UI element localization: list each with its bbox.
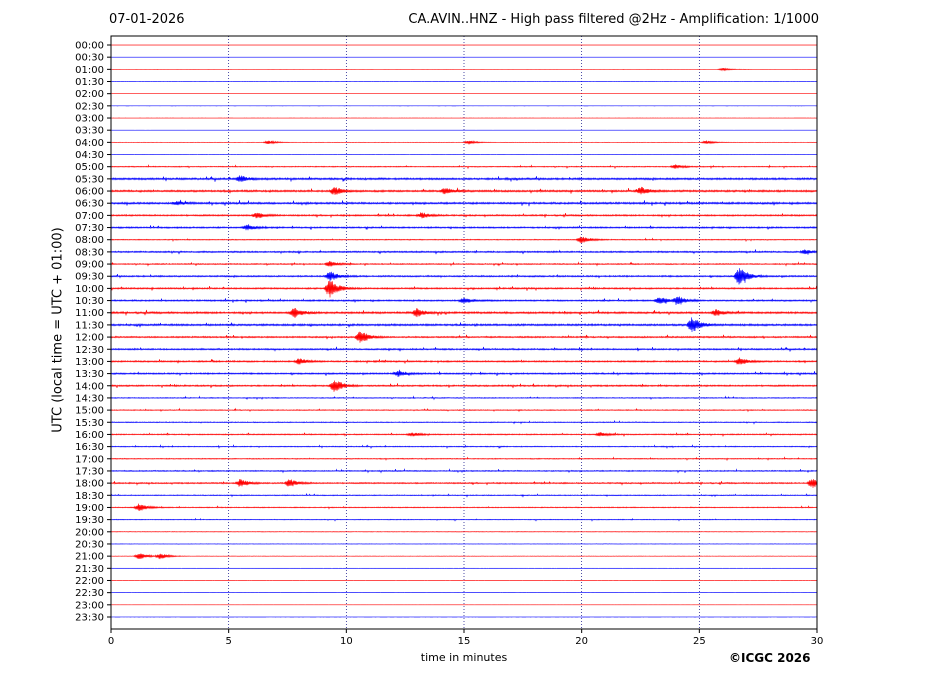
trace-0500 [110,164,818,170]
y-tick-label: 12:30 [75,345,104,356]
y-tick-label: 09:30 [75,272,104,283]
y-tick-label: 16:30 [75,442,104,453]
trace-1400 [110,380,818,392]
trace-1900 [110,503,818,511]
trace-lines [110,44,818,618]
y-tick-label: 01:30 [75,77,104,88]
y-tick-label: 09:00 [75,260,104,271]
x-tick-label: 25 [693,636,706,647]
y-tick-label: 22:00 [75,576,104,587]
plot-frame [110,35,818,630]
y-tick-label: 13:00 [75,357,104,368]
y-tick-label: 03:00 [75,114,104,125]
y-tick-label: 15:30 [75,418,104,429]
trace-1530 [110,419,818,425]
trace-1500 [110,407,818,413]
y-tick-label: 02:30 [75,101,104,112]
y-tick-label: 20:30 [75,539,104,550]
x-tick-labels: 0 5 10 15 20 25 30 [108,629,824,647]
grid-lines [228,36,700,629]
y-tick-label: 14:30 [75,393,104,404]
trace-1230 [110,346,818,352]
y-tick-label: 10:30 [75,296,104,307]
x-tick-label: 15 [458,636,471,647]
trace-2000 [110,531,818,533]
y-tick-label: 11:30 [75,320,104,331]
trace-0600 [110,186,818,195]
trace-0400 [110,140,818,145]
trace-1100 [110,307,818,319]
y-tick-label: 21:30 [75,564,104,575]
trace-1700 [110,456,818,462]
y-tick-label: 02:00 [75,89,104,100]
y-tick-label: 14:00 [75,381,104,392]
date-label: 07-01-2026 [109,12,185,27]
trace-1330 [110,369,818,378]
trace-1730 [110,468,818,474]
y-tick-label: 19:30 [75,515,104,526]
y-tick-label: 19:00 [75,503,104,514]
trace-1630 [110,444,818,450]
x-axis-label: time in minutes [420,651,508,664]
y-tick-label: 21:00 [75,552,104,563]
x-tick-label: 0 [108,636,114,647]
y-tick-label: 15:00 [75,406,104,417]
trace-0800 [110,236,818,244]
y-tick-label: 17:30 [75,466,104,477]
y-tick-label: 08:30 [75,247,104,258]
y-tick-label: 10:00 [75,284,104,295]
trace-0100 [110,67,818,72]
y-tick-label: 06:30 [75,199,104,210]
y-tick-label: 07:30 [75,223,104,234]
trace-1600 [110,431,818,438]
y-tick-label: 23:00 [75,600,104,611]
y-tick-label: 06:00 [75,187,104,198]
y-tick-label: 04:30 [75,150,104,161]
trace-1030 [110,296,818,305]
y-tick-label: 22:30 [75,588,104,599]
copyright-label: ©ICGC 2026 [729,651,811,665]
y-tick-label: 17:00 [75,454,104,465]
y-tick-label: 18:30 [75,491,104,502]
trace-1930 [110,517,818,522]
trace-2100 [110,553,818,560]
trace-0630 [110,199,818,207]
trace-1800 [110,479,818,488]
y-tick-label: 23:30 [75,612,104,623]
y-tick-label: 00:30 [75,53,104,64]
chart-title: CA.AVIN..HNZ - High pass filtered @2Hz -… [408,12,819,27]
trace-0730 [110,224,818,231]
y-tick-label: 16:00 [75,430,104,441]
trace-1300 [110,357,818,365]
trace-0830 [110,249,818,255]
y-tick-label: 03:30 [75,126,104,137]
y-tick-label: 11:00 [75,308,104,319]
trace-1200 [110,331,818,343]
trace-0930 [110,268,818,285]
trace-0900 [110,260,818,267]
x-tick-label: 20 [575,636,588,647]
y-tick-label: 12:00 [75,333,104,344]
y-tick-label: 18:00 [75,479,104,490]
trace-1130 [110,317,818,333]
x-tick-label: 30 [811,636,824,647]
x-tick-label: 10 [340,636,353,647]
trace-0700 [110,212,818,219]
y-tick-label: 04:00 [75,138,104,149]
trace-1430 [110,395,818,401]
y-tick-label: 05:00 [75,162,104,173]
x-tick-label: 5 [225,636,231,647]
y-tick-label: 05:30 [75,174,104,185]
y-tick-label: 01:00 [75,65,104,76]
y-tick-label: 20:00 [75,527,104,538]
y-tick-label: 00:00 [75,41,104,52]
y-tick-label: 08:00 [75,235,104,246]
trace-0530 [110,175,818,182]
y-tick-label: 07:00 [75,211,104,222]
y-tick-label: 13:30 [75,369,104,380]
trace-1830 [110,492,818,498]
trace-1000 [110,281,818,298]
